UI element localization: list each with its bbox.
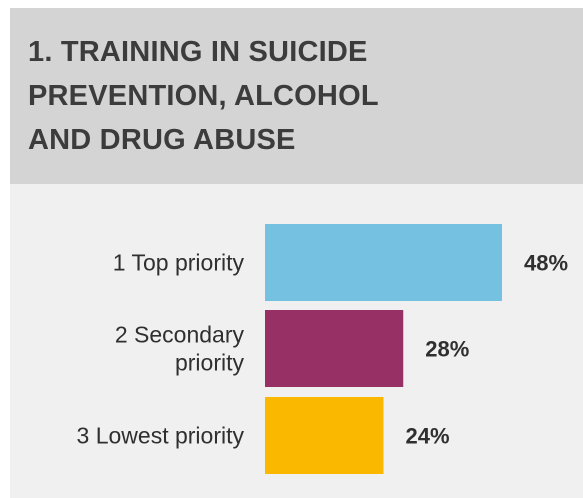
category-label-2: 2 Secondary priority (115, 322, 245, 376)
category-label-line: priority (175, 350, 245, 376)
value-label-3: 24% (406, 424, 450, 449)
chart-title: 1. TRAINING IN SUICIDE PREVENTION, ALCOH… (28, 36, 379, 156)
category-label-1: 1 Top priority (113, 250, 245, 276)
chart-card: 1. TRAINING IN SUICIDE PREVENTION, ALCOH… (10, 8, 583, 498)
category-label-line: 1 Top priority (113, 250, 245, 276)
value-label-1: 48% (524, 251, 568, 276)
bar-1 (265, 224, 502, 301)
bar-2 (265, 310, 404, 387)
category-label-3: 3 Lowest priority (77, 423, 245, 449)
bar-chart: 1 Top priority 48% 2 Secondary priority 28% 3… (77, 224, 568, 474)
bar-3 (265, 397, 384, 474)
chart-header: 1. TRAINING IN SUICIDE PREVENTION, ALCOH… (10, 8, 583, 184)
category-label-line: 3 Lowest priority (77, 423, 245, 449)
category-label-line: 2 Secondary (115, 322, 245, 348)
value-label-2: 28% (425, 337, 469, 362)
